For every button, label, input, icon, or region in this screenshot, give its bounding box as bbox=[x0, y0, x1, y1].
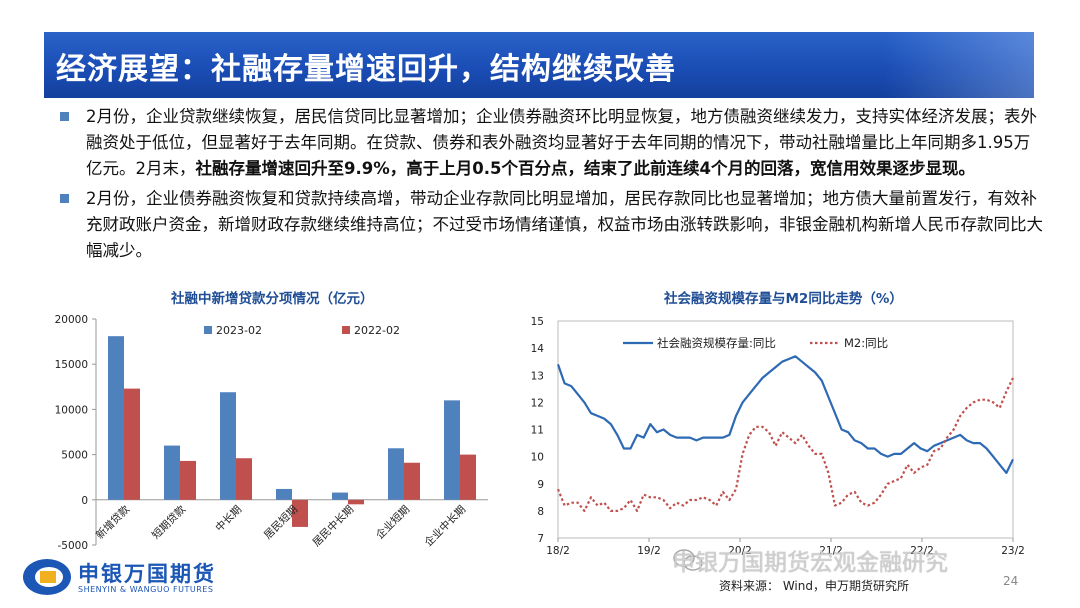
bar-2023-02-企业中长期 bbox=[444, 400, 460, 500]
x-tick-label: 20/2 bbox=[728, 545, 752, 557]
bar-2022-02-短期贷款 bbox=[180, 460, 196, 500]
bar-chart-title: 社融中新增贷款分项情况（亿元） bbox=[171, 291, 374, 307]
bullet-item-2: 2月份，企业债券融资恢复和贷款持续高增，带动企业存款同比明显增加，居民存款同比也… bbox=[58, 186, 1043, 264]
x-tick-label: 18/2 bbox=[546, 545, 570, 557]
bullet-square-icon bbox=[60, 194, 69, 203]
bar-2022-02-企业短期 bbox=[404, 462, 420, 500]
x-tick-label: 22/2 bbox=[910, 545, 934, 557]
bar-2023-02-居民短期 bbox=[276, 488, 292, 500]
x-tick-label: 新增贷款 bbox=[93, 502, 132, 541]
y-tick-label: 9 bbox=[537, 479, 544, 491]
logo-name: 申银万国期货 bbox=[78, 562, 216, 586]
y-tick-label: 10 bbox=[531, 452, 544, 464]
bullet-square-icon bbox=[60, 112, 69, 121]
legend-swatch bbox=[204, 326, 212, 334]
wechat-icon bbox=[673, 549, 703, 571]
legend-label: 2023-02 bbox=[216, 324, 262, 337]
x-tick-label: 23/2 bbox=[1001, 545, 1025, 557]
y-tick-label: 11 bbox=[531, 425, 544, 437]
plot-frame bbox=[557, 320, 1014, 539]
legend-swatch bbox=[342, 326, 350, 334]
legend-label: 2022-02 bbox=[354, 324, 400, 337]
bar-2022-02-居民中长期 bbox=[348, 499, 364, 505]
y-tick-label: -5000 bbox=[57, 540, 88, 552]
y-tick-label: 15000 bbox=[55, 359, 88, 371]
bar-2022-02-中长期 bbox=[236, 458, 252, 500]
logo-emblem-icon bbox=[23, 559, 71, 595]
bullet-1-bold-text: 社融存量增速回升至9.9%，高于上月0.5个百分点，结束了此前连续4个月的回落，… bbox=[195, 159, 975, 178]
bar-2023-02-中长期 bbox=[220, 392, 236, 500]
y-tick-label: 7 bbox=[537, 533, 544, 545]
line-chart: 15 14 13 12 11 10 9 8 718/2 19/2 20/2 21/2 22/2 23/2 社… bbox=[531, 316, 1025, 557]
slide-title: 经济展望：社融存量增速回升，结构继续改善 bbox=[56, 52, 676, 87]
y-tick-label: 12 bbox=[531, 397, 544, 409]
bullet-2-text: 2月份，企业债券融资恢复和贷款持续高增，带动企业存款同比明显增加，居民存款同比也… bbox=[86, 189, 1043, 260]
bar-2023-02-居民中长期 bbox=[332, 492, 348, 500]
y-tick-label: 20000 bbox=[55, 314, 88, 326]
y-tick-label: 10000 bbox=[55, 404, 88, 416]
x-tick-label: 21/2 bbox=[819, 545, 843, 557]
legend-label: 社会融资规模存量:同比 bbox=[657, 336, 776, 350]
x-tick-label: 居民中长期 bbox=[310, 503, 356, 549]
watermark-text: 申银万国期货宏观金融研究 bbox=[672, 550, 948, 576]
company-logo: 申银万国期货 SHENYIN & WANGUO FUTURES bbox=[22, 556, 242, 600]
bar-2023-02-短期贷款 bbox=[164, 445, 180, 500]
series-line-afre bbox=[556, 355, 1014, 474]
x-tick-label: 短期贷款 bbox=[149, 502, 188, 541]
y-tick-label: 13 bbox=[531, 370, 544, 382]
y-tick-label: 15 bbox=[531, 316, 544, 328]
source-note: 资料来源： Wind，申万期货研究所 bbox=[719, 579, 909, 593]
bullet-1-text: 2月份，企业贷款继续恢复，居民信贷同比显著增加；企业债券融资环比明显恢复，地方债… bbox=[86, 107, 1037, 178]
title-band: 经济展望：社融存量增速回升，结构继续改善 bbox=[44, 32, 1034, 98]
x-tick-label: 企业短期 bbox=[373, 503, 412, 542]
series-line-m2 bbox=[556, 377, 1014, 512]
x-tick-label: 企业中长期 bbox=[422, 503, 468, 549]
bullet-list: 2月份，企业贷款继续恢复，居民信贷同比显著增加；企业债券融资环比明显恢复，地方债… bbox=[58, 104, 1043, 268]
bullet-item-1: 2月份，企业贷款继续恢复，居民信贷同比显著增加；企业债券融资环比明显恢复，地方债… bbox=[58, 104, 1043, 182]
bar-2023-02-新增贷款 bbox=[108, 336, 124, 500]
bar-2022-02-居民短期 bbox=[292, 499, 308, 527]
y-tick-label: 5000 bbox=[61, 450, 88, 462]
y-tick-label: 8 bbox=[537, 506, 544, 518]
y-tick-label: 0 bbox=[81, 495, 88, 507]
x-tick-label: 中长期 bbox=[213, 503, 244, 534]
logo-subtitle: SHENYIN & WANGUO FUTURES bbox=[78, 585, 214, 594]
legend-label: M2:同比 bbox=[844, 336, 888, 350]
bar-2022-02-企业中长期 bbox=[460, 454, 476, 500]
x-tick-label: 19/2 bbox=[637, 545, 661, 557]
y-tick-label: 14 bbox=[531, 343, 545, 355]
line-chart-title: 社会融资规模存量与M2同比走势（%） bbox=[664, 291, 903, 307]
bar-2023-02-企业短期 bbox=[388, 448, 404, 500]
bar-2022-02-新增贷款 bbox=[124, 388, 140, 500]
page-number: 24 bbox=[1003, 574, 1019, 588]
